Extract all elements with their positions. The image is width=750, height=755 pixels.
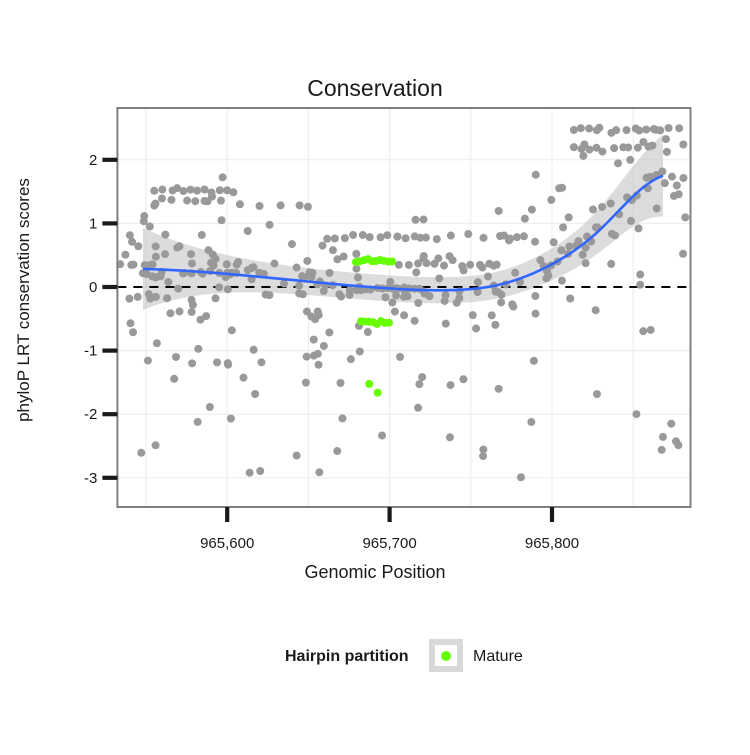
svg-text:965,600: 965,600 bbox=[200, 535, 254, 552]
svg-text:2: 2 bbox=[89, 152, 97, 169]
svg-text:0: 0 bbox=[89, 279, 97, 296]
svg-text:965,700: 965,700 bbox=[362, 535, 416, 552]
svg-text:-1: -1 bbox=[84, 343, 97, 360]
svg-text:965,800: 965,800 bbox=[525, 535, 579, 552]
svg-text:1: 1 bbox=[89, 215, 97, 232]
svg-text:-2: -2 bbox=[84, 406, 97, 423]
svg-text:-3: -3 bbox=[84, 470, 97, 487]
